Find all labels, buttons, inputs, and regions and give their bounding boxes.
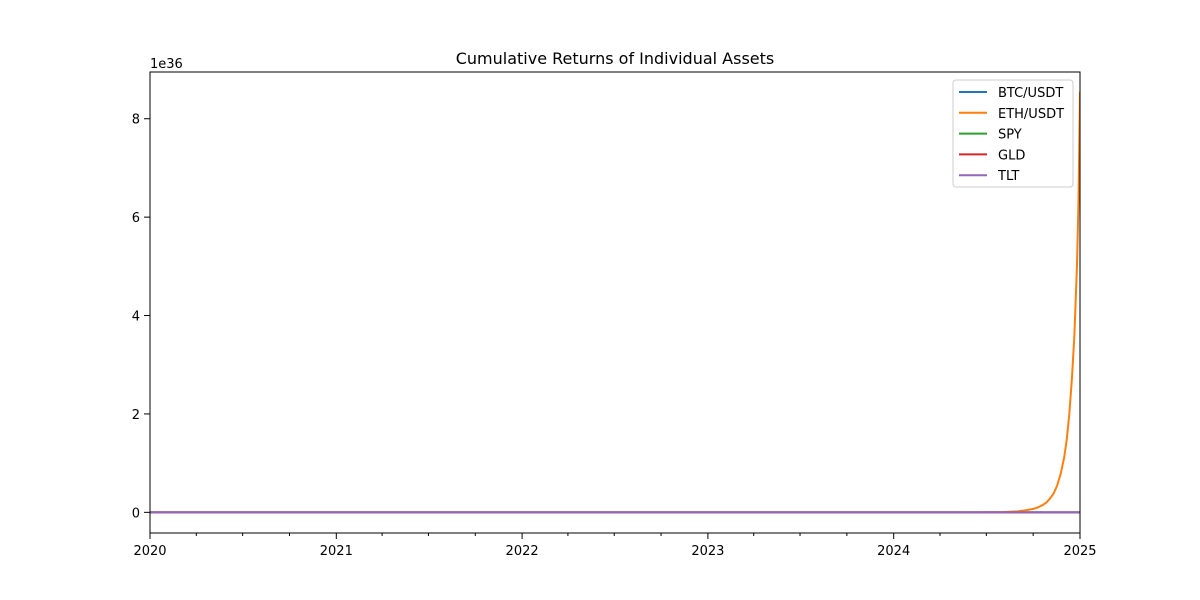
y-tick-label: 8 [132, 113, 140, 128]
legend-label: SPY [998, 128, 1022, 143]
x-tick-label: 2020 [133, 544, 166, 559]
series-line-eth-usdt [150, 91, 1080, 514]
legend-label: GLD [998, 148, 1025, 163]
y-tick-label: 4 [132, 310, 140, 325]
x-tick-label: 2022 [506, 544, 539, 559]
x-tick-label: 2024 [877, 544, 910, 559]
legend-frame [952, 79, 1074, 188]
y-tick-label: 6 [132, 211, 140, 226]
y-tick-label: 0 [132, 506, 140, 521]
legend: BTC/USDT ETH/USDT SPY GLD TLT [952, 79, 1074, 188]
x-tick-label: 2025 [1063, 544, 1096, 559]
x-tick-label: 2021 [320, 544, 353, 559]
y-tick-label: 2 [132, 408, 140, 423]
y-axis: 0 2 4 6 8 [132, 113, 150, 521]
series-layer [150, 91, 1080, 514]
x-tick-label: 2023 [691, 544, 724, 559]
legend-label: BTC/USDT [998, 86, 1063, 101]
x-axis: 2020 2021 2022 2023 2024 2025 [133, 533, 1097, 559]
legend-label: ETH/USDT [998, 107, 1064, 122]
legend-label: TLT [997, 169, 1019, 184]
y-axis-offset-label: 1e36 [150, 57, 183, 72]
plot-frame [149, 71, 1081, 534]
chart-title: Cumulative Returns of Individual Assets [456, 49, 775, 68]
